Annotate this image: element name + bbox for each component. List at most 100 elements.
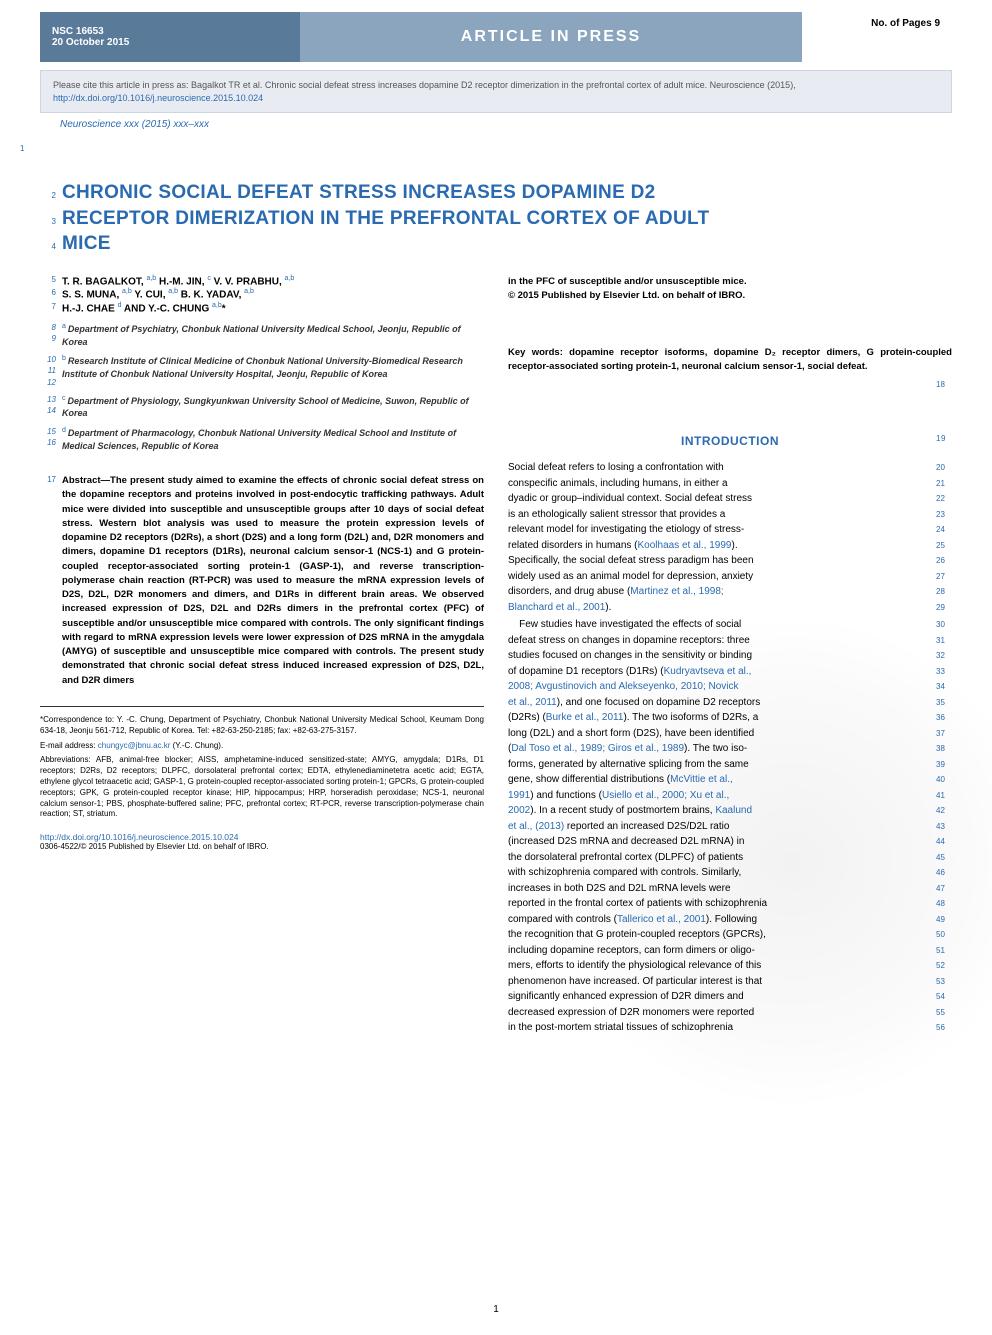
- body-line: studies focused on changes in the sensit…: [508, 648, 930, 664]
- keywords: Key words: dopamine receptor isoforms, d…: [508, 346, 952, 375]
- body-line: of dopamine D1 receptors (D1Rs) (Kudryav…: [508, 664, 930, 680]
- abstract-continuation: in the PFC of susceptible and/or unsusce…: [508, 275, 952, 304]
- citation-doi-link[interactable]: http://dx.doi.org/10.1016/j.neuroscience…: [53, 93, 263, 103]
- abstract-cont-1: in the PFC of susceptible and/or unsusce…: [508, 275, 952, 289]
- line-num: 25: [936, 540, 952, 552]
- affiliation-text: b Research Institute of Clinical Medicin…: [62, 354, 484, 388]
- line-num: 5: [40, 275, 56, 287]
- body-line: Social defeat refers to losing a confron…: [508, 460, 930, 476]
- body-line: conspecific animals, including humans, i…: [508, 476, 930, 492]
- nsc-id: NSC 16653: [52, 26, 288, 37]
- line-num: 15: [40, 426, 56, 437]
- line-num: 29: [936, 602, 952, 614]
- line-num: 3: [40, 217, 56, 226]
- proof-header: NSC 16653 20 October 2015 ARTICLE IN PRE…: [40, 12, 952, 62]
- line-num: 7: [40, 302, 56, 314]
- body-line: including dopamine receptors, can form d…: [508, 943, 930, 959]
- title-line-2: RECEPTOR DIMERIZATION IN THE PREFRONTAL …: [62, 206, 709, 232]
- line-num: 53: [936, 976, 952, 988]
- line-num: 2: [40, 191, 56, 200]
- line-num: 28: [936, 586, 952, 598]
- email-label: E-mail address:: [40, 741, 98, 750]
- line-num: 40: [936, 774, 952, 786]
- authors-row-1: T. R. BAGALKOT, a,b H.-M. JIN, c V. V. P…: [62, 275, 294, 287]
- body-line: is an ethologically salient stressor tha…: [508, 507, 930, 523]
- correspondence-footnote: *Correspondence to: Y. -C. Chung, Depart…: [40, 715, 484, 737]
- header-left: NSC 16653 20 October 2015: [40, 12, 300, 62]
- line-num: 37: [936, 728, 952, 740]
- line-num: 20: [936, 462, 952, 474]
- line-num: 6: [40, 288, 56, 300]
- body-line: related disorders in humans (Koolhaas et…: [508, 538, 930, 554]
- body-line: defeat stress on changes in dopamine rec…: [508, 633, 930, 649]
- line-num: 9: [40, 333, 56, 344]
- email-link[interactable]: chungyc@jbnu.ac.kr: [98, 741, 171, 750]
- line-num: 31: [936, 635, 952, 647]
- line-num: 50: [936, 929, 952, 941]
- footnote-divider: [40, 706, 484, 707]
- line-num: 43: [936, 821, 952, 833]
- body-line: (increased D2S mRNA and decreased D2L mR…: [508, 834, 930, 850]
- body-line: widely used as an animal model for depre…: [508, 569, 930, 585]
- copyright-line: 0306-4522/© 2015 Published by Elsevier L…: [40, 842, 484, 851]
- line-num: 8: [40, 322, 56, 333]
- doi-link[interactable]: http://dx.doi.org/10.1016/j.neuroscience…: [40, 832, 484, 842]
- body-line: decreased expression of D2R monomers wer…: [508, 1005, 930, 1021]
- line-num: 44: [936, 836, 952, 848]
- line-num: 46: [936, 867, 952, 879]
- line-num: 12: [40, 377, 56, 388]
- article-in-press: ARTICLE IN PRESS: [300, 12, 802, 62]
- page-number: 1: [0, 1304, 992, 1315]
- body-line: significantly enhanced expression of D2R…: [508, 989, 930, 1005]
- line-num: 24: [936, 524, 952, 536]
- page-count: No. of Pages 9: [802, 12, 952, 62]
- body-line: 2008; Avgustinovich and Alekseyenko, 201…: [508, 679, 930, 695]
- line-num: 32: [936, 650, 952, 662]
- line-num: 13: [40, 394, 56, 405]
- body-line: (D2Rs) (Burke et al., 2011). The two iso…: [508, 710, 930, 726]
- line-num: 51: [936, 945, 952, 957]
- authors-row-2: S. S. MUNA, a,b Y. CUI, a,b B. K. YADAV,…: [62, 288, 254, 300]
- intro-heading-text: INTRODUCTION: [681, 434, 779, 448]
- body-line: 2002). In a recent study of postmortem b…: [508, 803, 930, 819]
- email-footnote: E-mail address: chungyc@jbnu.ac.kr (Y.-C…: [40, 741, 484, 752]
- line-num: 34: [936, 681, 952, 693]
- line-num: 14: [40, 405, 56, 416]
- abbreviations-footnote: Abbreviations: AFB, animal-free blocker;…: [40, 755, 484, 820]
- body-line: the recognition that G protein-coupled r…: [508, 927, 930, 943]
- line-num: 16: [40, 437, 56, 448]
- body-line: increases in both D2S and D2L mRNA level…: [508, 881, 930, 897]
- line-num: 4: [40, 242, 56, 251]
- body-line: long (D2L) and a short form (D2S), have …: [508, 726, 930, 742]
- line-num: 36: [936, 712, 952, 724]
- line-num: 27: [936, 571, 952, 583]
- line-num: 47: [936, 883, 952, 895]
- line-num: 11: [40, 365, 56, 376]
- affiliation-text: a Department of Psychiatry, Chonbuk Nati…: [62, 322, 484, 348]
- abstract-text: Abstract—The present study aimed to exam…: [62, 474, 484, 688]
- authors-row-3: H.-J. CHAE d AND Y.-C. CHUNG a,b*: [62, 302, 226, 314]
- line-number-1: 1: [20, 144, 24, 153]
- line-num: 23: [936, 509, 952, 521]
- body-line: relevant model for investigating the eti…: [508, 522, 930, 538]
- header-date: 20 October 2015: [52, 37, 288, 48]
- body-line: phenomenon have increased. Of particular…: [508, 974, 930, 990]
- line-num: 45: [936, 852, 952, 864]
- affiliations: 89 a Department of Psychiatry, Chonbuk Na…: [40, 322, 484, 452]
- line-num: 35: [936, 697, 952, 709]
- left-column: 5 T. R. BAGALKOT, a,b H.-M. JIN, c V. V. …: [40, 275, 484, 1036]
- body-line: 1991) and functions (Usiello et al., 200…: [508, 788, 930, 804]
- line-num: 26: [936, 555, 952, 567]
- affiliation-text: c Department of Physiology, Sungkyunkwan…: [62, 394, 484, 420]
- line-num: 52: [936, 960, 952, 972]
- intro-paragraph-1: Social defeat refers to losing a confron…: [508, 460, 952, 615]
- abstract-cont-2: © 2015 Published by Elsevier Ltd. on beh…: [508, 289, 952, 303]
- body-line: et al., 2011), and one focused on dopami…: [508, 695, 930, 711]
- line-num: 54: [936, 991, 952, 1003]
- line-num: 19: [936, 434, 952, 443]
- author-list: 5 T. R. BAGALKOT, a,b H.-M. JIN, c V. V. …: [40, 275, 484, 314]
- body-line: et al., (2013) reported an increased D2S…: [508, 819, 930, 835]
- body-line: Few studies have investigated the effect…: [508, 617, 930, 633]
- affiliation-text: d Department of Pharmacology, Chonbuk Na…: [62, 426, 484, 452]
- body-line: (Dal Toso et al., 1989; Giros et al., 19…: [508, 741, 930, 757]
